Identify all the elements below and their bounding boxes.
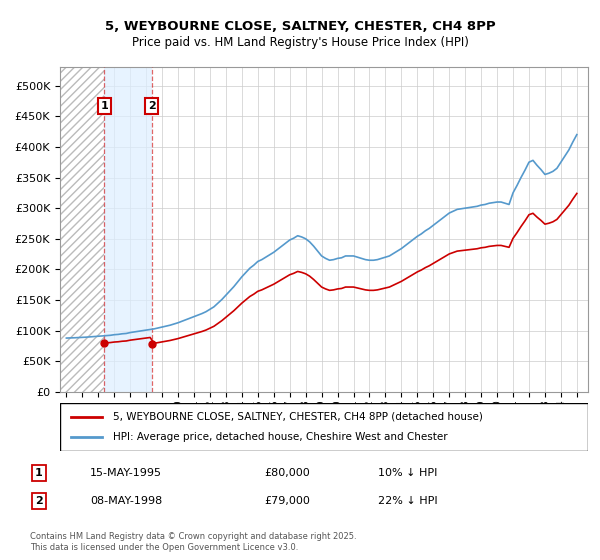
- Text: 2: 2: [148, 101, 155, 111]
- Text: 08-MAY-1998: 08-MAY-1998: [90, 496, 162, 506]
- Text: HPI: Average price, detached house, Cheshire West and Chester: HPI: Average price, detached house, Ches…: [113, 432, 448, 442]
- Bar: [104, 67, 152, 392]
- Bar: [60, 67, 104, 392]
- Text: 2: 2: [35, 496, 43, 506]
- Text: 5, WEYBOURNE CLOSE, SALTNEY, CHESTER, CH4 8PP (detached house): 5, WEYBOURNE CLOSE, SALTNEY, CHESTER, CH…: [113, 412, 482, 422]
- Text: Price paid vs. HM Land Registry's House Price Index (HPI): Price paid vs. HM Land Registry's House …: [131, 36, 469, 49]
- Text: £80,000: £80,000: [264, 468, 310, 478]
- Text: £79,000: £79,000: [264, 496, 310, 506]
- Text: 1: 1: [100, 101, 108, 111]
- Text: 5, WEYBOURNE CLOSE, SALTNEY, CHESTER, CH4 8PP: 5, WEYBOURNE CLOSE, SALTNEY, CHESTER, CH…: [104, 20, 496, 32]
- Text: 1: 1: [35, 468, 43, 478]
- Text: Contains HM Land Registry data © Crown copyright and database right 2025.
This d: Contains HM Land Registry data © Crown c…: [30, 532, 356, 552]
- Text: 10% ↓ HPI: 10% ↓ HPI: [378, 468, 437, 478]
- Text: 22% ↓ HPI: 22% ↓ HPI: [378, 496, 437, 506]
- FancyBboxPatch shape: [60, 403, 588, 451]
- Text: 15-MAY-1995: 15-MAY-1995: [90, 468, 162, 478]
